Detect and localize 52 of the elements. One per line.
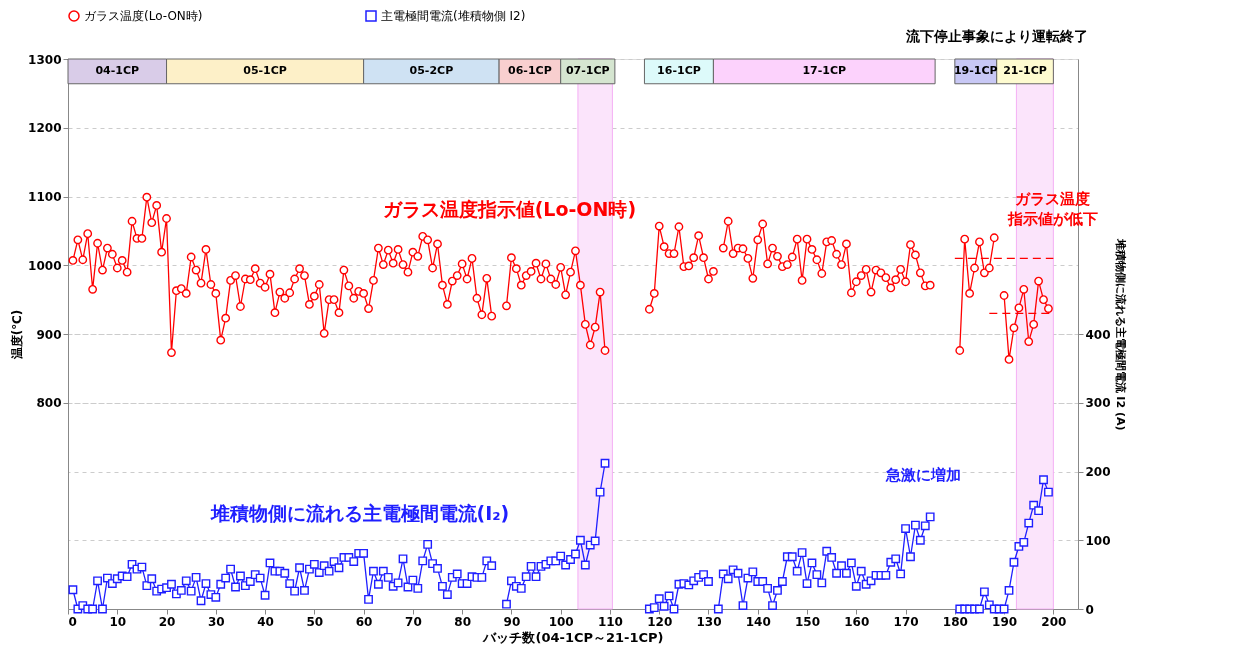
x-tick-label: 40 xyxy=(257,614,274,629)
band-label: 21-1CP xyxy=(1003,64,1047,78)
y-tick-label: 1200 xyxy=(28,121,62,136)
x-tick-label: 20 xyxy=(158,614,176,629)
x-tick-label: 150 xyxy=(794,614,821,629)
x-tick-label: 10 xyxy=(109,614,127,629)
y2-tick-label: 100 xyxy=(1085,533,1111,548)
legend-label: ガラス温度(Lo-ON時) xyxy=(84,9,203,23)
x-tick-label: 200 xyxy=(1041,614,1067,629)
y-tick-label: 1100 xyxy=(28,190,62,204)
annotation: 堆積物側に流れる主電極間電流(I₂) xyxy=(209,502,510,525)
y2-tick-label: 0 xyxy=(1085,602,1094,617)
x-tick-label: 120 xyxy=(647,614,673,629)
x-tick-label: 30 xyxy=(207,614,225,629)
band-label: 05-1CP xyxy=(243,64,287,78)
x-tick-label: 50 xyxy=(306,614,324,629)
y2-tick-label: 300 xyxy=(1085,396,1111,411)
x-tick-label: 90 xyxy=(503,614,521,629)
annotation: ガラス温度 xyxy=(1015,190,1091,209)
band-label: 04-1CP xyxy=(95,64,140,78)
x-axis-title: バッチ数(04-1CP～21-1CP) xyxy=(482,629,664,645)
legend-label: 主電極間電流(堆積物側 I2) xyxy=(381,9,526,23)
y2-axis-title: 堆積物側に流れる主電極間電流 I2 (A) xyxy=(1113,237,1127,431)
y-axis-title: 温度(℃) xyxy=(10,309,25,361)
annotation: 急激に増加 xyxy=(884,465,961,484)
x-tick-label: 70 xyxy=(405,614,422,629)
x-tick-label: 130 xyxy=(696,614,722,629)
annotation: ガラス温度指示値(Lo-ON時) xyxy=(382,197,637,220)
x-tick-label: 0 xyxy=(68,614,77,629)
y-tick-label: 900 xyxy=(36,327,62,342)
x-tick-label: 160 xyxy=(844,614,870,629)
band-label: 16-1CP xyxy=(657,64,701,78)
band-label: 05-2CP xyxy=(409,64,454,78)
x-tick-label: 80 xyxy=(454,614,471,629)
x-tick-label: 60 xyxy=(355,614,373,629)
x-tick-label: 190 xyxy=(992,614,1018,629)
x-tick-label: 180 xyxy=(942,614,968,629)
annotation: 流下停止事象により運転終了 xyxy=(904,28,1088,44)
band-label: 19-1CP xyxy=(953,64,998,78)
y-tick-label: 1000 xyxy=(28,258,62,273)
band-label: 17-1CP xyxy=(802,64,847,78)
x-tick-label: 140 xyxy=(745,614,771,629)
band-label: 07-1CP xyxy=(565,64,610,78)
y-tick-label: 800 xyxy=(36,396,62,411)
band-label: 06-1CP xyxy=(508,64,552,78)
annotation: 指示値が低下 xyxy=(1006,209,1098,228)
x-tick-label: 110 xyxy=(597,614,623,629)
y2-tick-label: 400 xyxy=(1085,327,1111,342)
y-tick-label: 1300 xyxy=(28,52,62,67)
x-tick-label: 100 xyxy=(548,614,574,629)
y2-tick-label: 200 xyxy=(1085,465,1111,479)
x-tick-label: 170 xyxy=(893,614,919,629)
